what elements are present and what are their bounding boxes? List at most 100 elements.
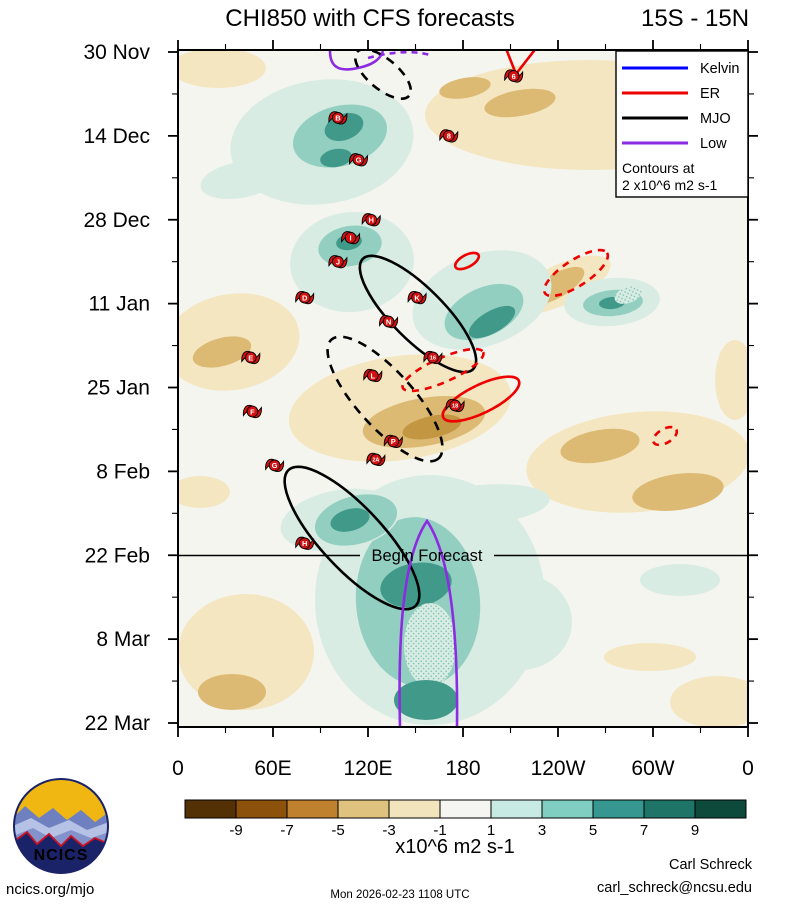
colorbar-segment xyxy=(337,799,390,819)
storm-symbol-J: J xyxy=(328,255,348,269)
storm-symbol-L: L xyxy=(363,368,383,383)
er-contour-dashed-small xyxy=(651,425,679,447)
low-contour-top xyxy=(328,50,385,71)
legend-label-kelvin: Kelvin xyxy=(700,61,740,77)
storm-symbol-F: F xyxy=(242,404,262,419)
y-axis-label: 11 Jan xyxy=(89,293,151,316)
svg-text:G: G xyxy=(272,461,278,470)
begin-forecast-marker: Begin Forecast xyxy=(178,547,748,565)
y-axis-label: 14 Dec xyxy=(83,125,150,148)
colorbar-segment xyxy=(439,799,492,819)
colorbar-segment xyxy=(592,799,645,819)
plot-border xyxy=(177,49,749,728)
storm-symbol-N: N xyxy=(379,315,399,329)
colorbar-tick-label: 7 xyxy=(640,822,648,839)
svg-text:E: E xyxy=(248,353,253,362)
colorbar: -9 -7 -5 -3 -1 1 3 5 7 9 xyxy=(184,799,747,839)
colorbar-segment xyxy=(541,799,594,819)
svg-text:2A: 2A xyxy=(372,458,379,464)
storm-symbol-D: D xyxy=(295,291,315,305)
y-axis-label: 22 Mar xyxy=(85,712,150,735)
x-axis-label: 0 xyxy=(742,757,754,780)
x-axis-label: 60W xyxy=(631,757,674,780)
colorbar-tick-label: 9 xyxy=(691,822,699,839)
legend-label-mjo: MJO xyxy=(700,111,731,127)
low-contour-top-dashed xyxy=(367,50,431,60)
colorbar-tick-label: 1 xyxy=(487,822,495,839)
y-axis-label: 8 Feb xyxy=(96,460,150,483)
colorbar-tick-label: 5 xyxy=(589,822,597,839)
svg-text:D: D xyxy=(302,293,308,302)
y-axis-date-labels: 30 Nov 14 Dec 28 Dec 11 Jan 25 Jan 8 Feb 22 Fe… xyxy=(83,41,150,735)
svg-text:6: 6 xyxy=(512,72,516,81)
storm-symbol-H: H xyxy=(361,213,381,227)
logo-text: NCICS xyxy=(34,847,89,864)
y-axis-label: 22 Feb xyxy=(85,544,150,567)
storm-symbol-16: 16 xyxy=(423,350,443,365)
storm-symbol-B: B xyxy=(328,111,348,125)
colorbar-segment xyxy=(286,799,339,819)
svg-text:N: N xyxy=(386,317,391,326)
colorbar-segment xyxy=(184,799,237,819)
svg-text:P: P xyxy=(391,437,396,446)
colorbar-unit-label: x10^6 m2 s-1 xyxy=(395,836,514,858)
footer-timestamp: Mon 2026-02-23 1108 UTC xyxy=(330,889,469,901)
begin-forecast-label: Begin Forecast xyxy=(372,547,483,565)
svg-text:F: F xyxy=(250,407,255,416)
logo-mountains-front xyxy=(14,832,108,873)
svg-text:8: 8 xyxy=(447,132,451,141)
x-axis-label: 60E xyxy=(254,757,291,780)
storm-symbol-G: G xyxy=(349,153,368,167)
storm-symbol-E: E xyxy=(241,350,261,365)
y-axis-label: 25 Jan xyxy=(87,377,150,400)
er-contour-solid-2 xyxy=(441,375,521,423)
x-axis-label: 120E xyxy=(343,757,392,780)
colorbar-segment xyxy=(235,799,288,819)
colorbar-segment xyxy=(694,799,747,819)
storm-symbol-I: I xyxy=(341,231,361,245)
er-contour-dashed-1 xyxy=(542,248,610,298)
colorbar-tick-label: 3 xyxy=(538,822,546,839)
footer-site-link[interactable]: ncics.org/mjo xyxy=(6,881,94,898)
low-contour-forecast xyxy=(398,518,459,727)
footer-author: Carl Schreck xyxy=(669,857,753,873)
storm-symbol-2A: 2A xyxy=(366,452,386,466)
mjo-contour-solid-2 xyxy=(283,465,421,611)
legend-note-line2: 2 x10^6 m2 s-1 xyxy=(622,177,717,193)
y-axis-label: 28 Dec xyxy=(83,209,150,232)
svg-text:K: K xyxy=(414,293,420,302)
svg-text:G: G xyxy=(356,156,362,165)
colorbar-tick-label: -5 xyxy=(331,822,344,839)
colorbar-segment xyxy=(388,799,441,819)
svg-text:H: H xyxy=(368,216,373,225)
footer-email[interactable]: carl_schreck@ncsu.edu xyxy=(597,880,752,896)
x-axis-label: 120W xyxy=(531,757,586,780)
colorbar-tick-label: -3 xyxy=(382,822,395,839)
svg-text:J: J xyxy=(336,258,340,267)
tropical-cyclone-symbols: B 6 8 G H I J D K N E 16 L 18 F P 2A G H xyxy=(241,69,524,550)
colorbar-tick-label: -1 xyxy=(433,822,446,839)
wave-contours xyxy=(283,50,679,727)
legend-items: Kelvin ER MJO Low xyxy=(622,61,740,152)
storm-symbol-6: 6 xyxy=(504,69,524,83)
storm-symbol-G: G xyxy=(265,458,285,472)
storm-symbol-18: 18 xyxy=(445,398,465,413)
legend-label-low: Low xyxy=(700,136,727,152)
x-axis-label: 180 xyxy=(445,757,480,780)
storm-symbol-H: H xyxy=(295,536,315,550)
ncics-logo: NCICS xyxy=(13,778,109,874)
latitude-range-label: 15S - 15N xyxy=(641,5,749,32)
mjo-contour-dashed-top xyxy=(353,50,413,100)
colorbar-segment xyxy=(490,799,543,819)
logo-ridge-line xyxy=(14,830,108,848)
storm-symbol-P: P xyxy=(383,434,403,448)
colorbar-tick-label: -7 xyxy=(280,822,293,839)
er-contour-dashed-2 xyxy=(401,347,485,393)
storm-symbol-K: K xyxy=(407,291,427,305)
legend-note-line1: Contours at xyxy=(622,160,694,176)
mjo-contour-solid-1 xyxy=(358,254,478,374)
storm-symbol-8: 8 xyxy=(439,129,459,143)
legend-box: Kelvin ER MJO Low Contours at 2 x10^6 m2 s-… xyxy=(615,50,749,198)
svg-text:B: B xyxy=(335,114,341,123)
